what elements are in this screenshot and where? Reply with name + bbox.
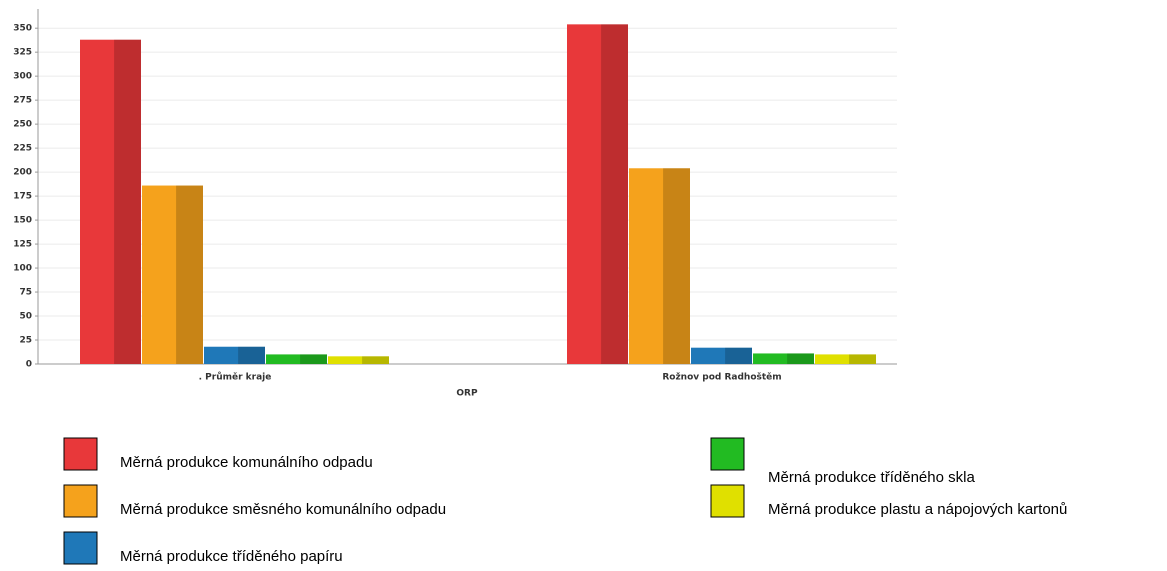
bar (691, 347, 752, 364)
x-tick-label: Rožnov pod Radhoštěm (662, 372, 781, 383)
bar-shade (725, 347, 752, 364)
y-tick-label: 75 (19, 288, 32, 298)
bar-shade (176, 185, 203, 364)
y-tick-label: 0 (26, 360, 32, 370)
legend-swatch (63, 437, 98, 471)
legend-label: Měrná produkce směsného komunálního odpa… (120, 501, 446, 518)
y-tick-label: 125 (13, 240, 32, 250)
legend-label: Měrná produkce tříděného papíru (120, 548, 343, 565)
y-tick-label: 350 (13, 24, 32, 34)
legend-label: Měrná produkce tříděného skla (768, 469, 975, 486)
legend-label: Měrná produkce komunálního odpadu (120, 454, 373, 471)
bar (815, 354, 876, 364)
bar (204, 346, 265, 364)
bar-shade (849, 354, 876, 364)
legend-swatch (63, 484, 98, 518)
bar-shade (362, 356, 389, 364)
y-tick-label: 225 (13, 144, 32, 154)
bar-shade (114, 39, 141, 365)
x-axis-label: ORP (456, 389, 478, 399)
bar-shade (663, 168, 690, 364)
bar (753, 353, 814, 364)
bar (266, 354, 327, 364)
bar (142, 185, 203, 364)
y-tick-label: 200 (13, 168, 32, 178)
bar (567, 24, 628, 365)
y-tick-label: 325 (13, 48, 32, 58)
legend-swatch (63, 531, 98, 565)
legend-swatch (710, 437, 745, 471)
y-tick-label: 100 (13, 264, 32, 274)
x-tick-label: . Průměr kraje (199, 372, 272, 383)
bar (80, 39, 141, 365)
bar (328, 356, 389, 364)
bar-shade (601, 24, 628, 365)
y-tick-label: 25 (19, 336, 32, 346)
legend-label: Měrná produkce plastu a nápojových karto… (768, 501, 1067, 518)
bar-shade (238, 346, 265, 364)
y-tick-label: 275 (13, 96, 32, 106)
y-tick-label: 150 (13, 216, 32, 226)
legend-swatch (710, 484, 745, 518)
bar-shade (300, 354, 327, 364)
bar (629, 168, 690, 364)
y-tick-label: 300 (13, 72, 32, 82)
bar-shade (787, 353, 814, 364)
y-tick-label: 250 (13, 120, 32, 130)
y-tick-label: 175 (13, 192, 32, 202)
y-tick-label: 50 (19, 312, 32, 322)
